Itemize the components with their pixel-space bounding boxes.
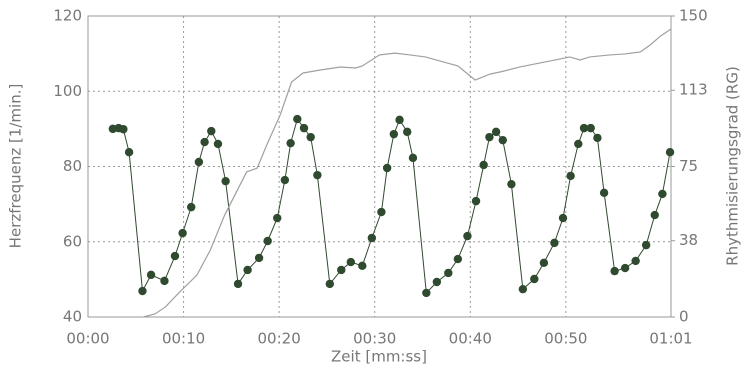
data-point xyxy=(395,115,404,125)
data-point xyxy=(313,170,322,180)
data-point xyxy=(377,207,386,217)
data-point xyxy=(650,210,659,220)
data-point xyxy=(280,175,290,185)
data-point xyxy=(273,213,282,223)
data-point xyxy=(558,213,568,223)
data-point xyxy=(518,284,528,294)
data-point xyxy=(658,189,667,199)
data-point xyxy=(160,276,169,286)
data-point xyxy=(485,132,494,142)
data-point xyxy=(299,123,309,133)
data-point xyxy=(200,137,209,147)
data-point xyxy=(530,274,539,284)
y2-axis-label: Rhythmisierungsgrad (RG) xyxy=(724,66,742,266)
x-tick-label: 01:01 xyxy=(649,330,692,348)
y2-tick-label: 75 xyxy=(679,157,698,175)
x-tick-label: 00:50 xyxy=(544,330,587,348)
y2-tick-label: 113 xyxy=(679,81,708,99)
data-point xyxy=(471,196,481,206)
data-point xyxy=(306,132,315,142)
y-tick-label: 100 xyxy=(53,82,82,100)
data-point xyxy=(586,123,595,133)
y-tick-label: 120 xyxy=(53,7,82,25)
data-point xyxy=(574,139,583,149)
x-axis-label: Zeit [mm:ss] xyxy=(331,348,427,366)
data-point xyxy=(408,153,418,163)
data-point xyxy=(453,254,463,264)
data-point xyxy=(243,265,252,275)
data-point xyxy=(187,202,196,212)
y-tick-label: 80 xyxy=(63,157,82,175)
data-point xyxy=(599,188,609,198)
data-point xyxy=(124,148,134,157)
data-point xyxy=(539,258,549,268)
x-tick-label: 00:30 xyxy=(353,330,396,348)
data-point xyxy=(444,268,453,278)
data-point xyxy=(566,171,575,181)
data-point xyxy=(550,238,559,248)
data-point xyxy=(178,228,187,238)
y2-tick-label: 0 xyxy=(679,308,689,326)
series-line xyxy=(143,28,672,318)
data-point xyxy=(170,251,180,261)
x-tick-label: 00:10 xyxy=(162,330,205,348)
data-point xyxy=(620,263,630,273)
data-point xyxy=(422,288,431,298)
x-tick-label: 00:00 xyxy=(66,330,109,348)
data-point xyxy=(463,231,472,241)
data-point xyxy=(325,279,335,289)
data-point xyxy=(233,279,243,289)
data-point xyxy=(194,157,204,167)
y2-tick-label: 150 xyxy=(679,7,708,25)
y-tick-label: 40 xyxy=(63,308,82,326)
x-tick-label: 00:20 xyxy=(258,330,301,348)
data-point xyxy=(119,125,128,134)
data-point xyxy=(631,256,640,266)
data-point xyxy=(263,236,272,246)
data-point xyxy=(382,163,392,173)
data-point xyxy=(221,176,230,186)
data-point xyxy=(579,123,589,133)
y-axis-label: Herzfrequenz [1/min.] xyxy=(7,84,25,249)
data-point xyxy=(293,114,302,124)
data-point xyxy=(403,127,412,137)
data-point xyxy=(146,270,156,280)
data-point xyxy=(207,126,216,136)
data-point xyxy=(389,129,399,139)
data-point xyxy=(358,261,367,271)
data-point xyxy=(593,133,602,143)
y-tick-label: 60 xyxy=(63,232,82,250)
data-point xyxy=(491,127,501,137)
data-point xyxy=(254,253,264,263)
series-line xyxy=(112,117,671,295)
data-point xyxy=(346,257,356,267)
data-point xyxy=(479,160,488,170)
plot-frame xyxy=(87,15,672,318)
x-tick-label: 00:40 xyxy=(449,330,492,348)
data-point xyxy=(432,277,442,287)
data-point xyxy=(507,179,516,189)
data-point xyxy=(665,148,675,157)
y2-tick-label: 38 xyxy=(679,231,698,249)
data-point xyxy=(213,139,223,149)
data-point xyxy=(367,233,377,243)
data-point xyxy=(610,266,619,276)
data-point xyxy=(641,240,651,250)
data-point xyxy=(286,138,295,148)
data-point xyxy=(337,265,346,275)
data-point xyxy=(138,286,147,296)
data-point xyxy=(498,135,507,145)
